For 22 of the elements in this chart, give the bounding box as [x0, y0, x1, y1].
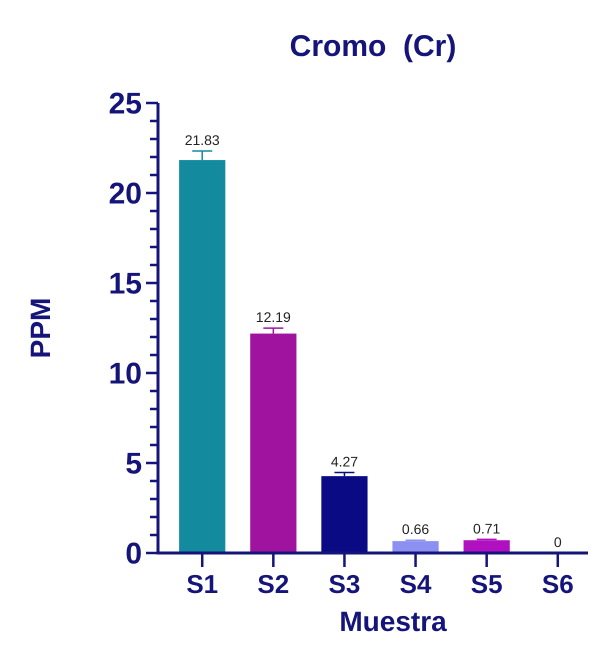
y-tick-label: 0 [125, 538, 142, 570]
x-tick-label: S1 [186, 569, 218, 599]
y-tick-label: 20 [108, 178, 142, 210]
x-axis-title: Muestra [339, 606, 448, 637]
y-tick-label: 5 [125, 448, 142, 480]
x-tick-label: S6 [542, 569, 574, 599]
data-label: 12.19 [256, 309, 292, 326]
data-label: 0.71 [473, 520, 501, 536]
x-tick-label: S5 [470, 569, 503, 599]
y-tick-label: 15 [108, 268, 142, 300]
bar [464, 540, 510, 553]
y-axis-title: PPM [25, 298, 56, 358]
x-tick-label: S2 [257, 569, 290, 599]
y-tick-label: 10 [108, 358, 142, 390]
x-tick-label: S4 [400, 569, 432, 599]
chart-title: Cromo (Cr) [290, 30, 456, 63]
data-label: 0 [554, 534, 562, 550]
data-label: 21.83 [184, 132, 220, 148]
x-tick-label: S3 [328, 569, 360, 599]
y-tick-label: 25 [108, 88, 142, 120]
data-label: 4.27 [330, 454, 358, 470]
data-label: 0.66 [402, 521, 430, 538]
